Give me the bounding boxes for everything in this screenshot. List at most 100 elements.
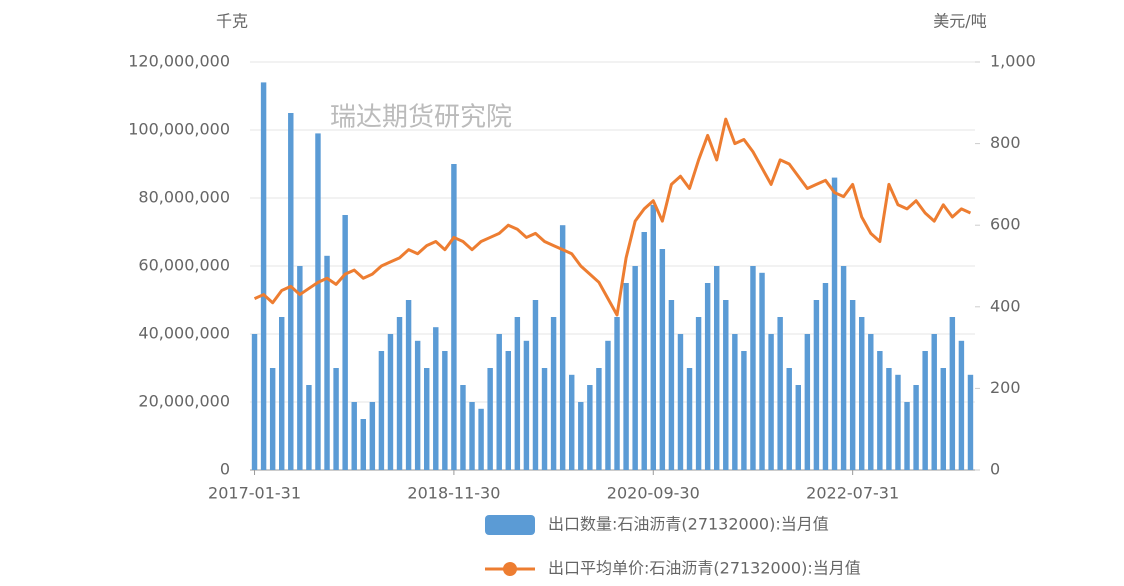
bar <box>859 317 865 470</box>
bar <box>442 351 448 470</box>
bar <box>868 334 874 470</box>
bar <box>279 317 285 470</box>
bar <box>677 334 684 470</box>
bar <box>641 232 647 470</box>
legend-label: 出口数量:石油沥青(27132000):当月值 <box>548 515 829 534</box>
y-tick-label: 120,000,000 <box>128 52 230 71</box>
bar <box>922 351 928 470</box>
bar <box>822 283 829 470</box>
bar <box>650 204 656 471</box>
bar <box>514 317 521 470</box>
bar <box>532 300 539 470</box>
y2-tick-label: 400 <box>990 296 1021 315</box>
bar <box>541 368 548 470</box>
bar <box>741 351 747 470</box>
bar <box>768 334 774 470</box>
bar <box>686 368 693 470</box>
bar <box>795 385 801 470</box>
bar <box>759 272 765 470</box>
bar <box>877 351 883 470</box>
bar <box>451 164 457 470</box>
bar <box>505 351 511 470</box>
bar <box>632 266 638 470</box>
watermark: 瑞达期货研究院 <box>330 103 512 133</box>
bar <box>587 385 593 470</box>
y2-tick-label: 200 <box>990 378 1021 397</box>
y-tick-label: 40,000,000 <box>138 324 230 343</box>
bar <box>849 300 856 470</box>
bar <box>831 177 838 470</box>
x-tick-label: 2022-07-31 <box>806 484 899 503</box>
bar <box>659 249 666 470</box>
bar <box>958 340 965 470</box>
legend-label: 出口平均单价:石油沥青(27132000):当月值 <box>548 559 861 578</box>
y-tick-label: 20,000,000 <box>138 392 230 411</box>
legend-swatch <box>503 562 517 576</box>
bar <box>478 408 484 470</box>
bar <box>396 317 403 470</box>
bar <box>251 334 258 470</box>
bar <box>260 82 267 471</box>
x-tick-label: 2020-09-30 <box>607 484 700 503</box>
bar <box>840 266 847 470</box>
bar <box>668 300 675 470</box>
bar <box>405 300 412 470</box>
bar <box>315 133 321 470</box>
bar <box>306 385 312 470</box>
bar <box>750 266 756 470</box>
x-tick-label: 2017-01-31 <box>208 484 301 503</box>
bar <box>424 368 430 470</box>
bar <box>804 334 811 470</box>
x-tick-label: 2018-11-30 <box>407 484 500 503</box>
legend-swatch <box>485 515 535 535</box>
bar <box>886 368 892 470</box>
y-tick-label: 80,000,000 <box>138 188 230 207</box>
bar <box>704 283 711 470</box>
bar <box>387 334 394 470</box>
bar <box>578 402 584 470</box>
bar <box>369 402 376 470</box>
bar <box>460 385 466 470</box>
bar <box>786 368 792 470</box>
bar <box>559 225 566 470</box>
y2-tick-label: 0 <box>990 460 1000 479</box>
bar <box>813 300 820 470</box>
bar <box>333 368 339 470</box>
bar <box>360 419 366 470</box>
bar <box>949 317 956 470</box>
bar <box>351 402 357 470</box>
bar <box>324 255 330 470</box>
bar <box>596 368 602 470</box>
bar <box>777 317 783 470</box>
bar <box>614 317 620 470</box>
bar <box>342 215 348 470</box>
y2-tick-label: 600 <box>990 215 1021 234</box>
bar <box>469 402 475 470</box>
bar <box>288 113 294 470</box>
bar <box>913 385 919 470</box>
bar <box>967 374 974 470</box>
bar <box>550 317 557 470</box>
y-tick-label: 0 <box>220 460 230 479</box>
bar <box>378 351 385 470</box>
y-tick-label: 60,000,000 <box>138 256 230 275</box>
y-axis-title: 千克 <box>216 12 248 31</box>
bar <box>695 317 702 470</box>
y2-tick-label: 1,000 <box>990 52 1036 71</box>
bar <box>623 283 629 470</box>
bar <box>269 368 276 470</box>
bar <box>895 374 901 470</box>
bar <box>523 340 530 470</box>
bar <box>723 300 729 470</box>
y-tick-label: 100,000,000 <box>128 120 230 139</box>
bar <box>904 402 910 470</box>
line <box>253 117 972 317</box>
bar <box>732 334 738 470</box>
bar <box>569 374 575 470</box>
bar <box>487 368 493 470</box>
bar <box>496 334 502 470</box>
bar <box>433 327 439 470</box>
bar <box>940 368 946 470</box>
bar <box>931 334 937 470</box>
